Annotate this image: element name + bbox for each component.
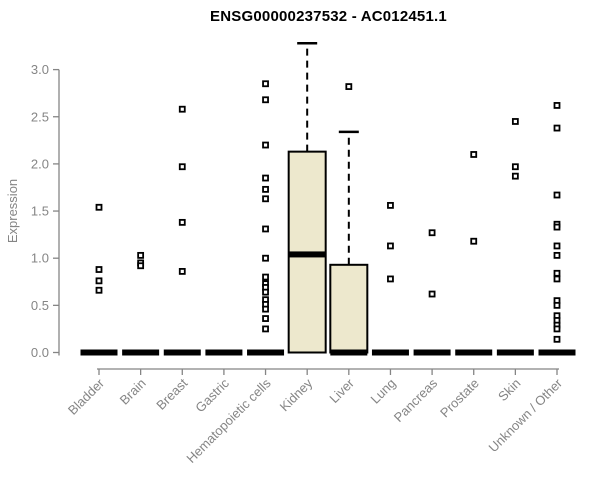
outlier-point bbox=[428, 290, 436, 298]
y-tick-label: 0.5 bbox=[31, 298, 49, 313]
x-tick-label: Unknown / Other bbox=[486, 375, 566, 455]
y-tick-label: 3.0 bbox=[31, 62, 49, 77]
outlier-point bbox=[553, 242, 561, 250]
outlier-point bbox=[95, 286, 103, 294]
collapsed-box-bar bbox=[538, 349, 576, 356]
outlier-point bbox=[387, 201, 394, 209]
y-tick-label: 2.0 bbox=[31, 156, 49, 171]
x-tick-label: Bladder bbox=[65, 375, 108, 418]
y-tick-label: 1.5 bbox=[31, 204, 49, 219]
outlier-point bbox=[345, 83, 353, 90]
outlier-point bbox=[387, 242, 394, 250]
outlier-point bbox=[262, 141, 269, 149]
collapsed-box-bar bbox=[205, 349, 243, 356]
outlier-point bbox=[428, 229, 436, 237]
x-tick-label: Brain bbox=[117, 376, 149, 408]
y-axis-title: Expression bbox=[5, 179, 20, 243]
collapsed-box-bar bbox=[496, 349, 534, 356]
box bbox=[329, 263, 369, 354]
median-line bbox=[288, 251, 326, 258]
x-tick-label: Pancreas bbox=[391, 375, 441, 425]
chart-title: ENSG00000237532 - AC012451.1 bbox=[210, 8, 447, 25]
collapsed-box-bar bbox=[80, 349, 118, 356]
outlier-point bbox=[511, 118, 519, 125]
outlier-point bbox=[262, 254, 269, 262]
outlier-point bbox=[178, 268, 186, 275]
x-tick-label: Breast bbox=[153, 375, 190, 412]
outlier-point bbox=[178, 218, 186, 226]
y-tick-label: 1.0 bbox=[31, 251, 49, 266]
x-tick-label: Liver bbox=[326, 375, 357, 406]
outlier-point bbox=[95, 203, 103, 211]
collapsed-box-bar bbox=[122, 349, 160, 356]
outlier-point bbox=[262, 305, 269, 313]
y-tick-label: 2.5 bbox=[31, 109, 49, 124]
outlier-point bbox=[387, 275, 394, 283]
collapsed-box-bar bbox=[371, 349, 409, 356]
outlier-point bbox=[553, 269, 561, 277]
collapsed-box-bar bbox=[455, 349, 493, 356]
outlier-point bbox=[262, 225, 269, 233]
median-line bbox=[330, 349, 368, 356]
collapsed-box-bar bbox=[413, 349, 451, 356]
outlier-point bbox=[262, 80, 269, 88]
collapsed-box-bar bbox=[163, 349, 201, 356]
outlier-point bbox=[470, 151, 478, 158]
outlier-point bbox=[178, 163, 186, 171]
x-tick-label: Gastric bbox=[192, 375, 232, 415]
outlier-point bbox=[553, 191, 561, 199]
outlier-point bbox=[262, 315, 269, 322]
x-tick-label: Lung bbox=[368, 376, 399, 407]
outlier-point bbox=[137, 251, 145, 259]
outlier-point bbox=[262, 96, 269, 104]
outlier-point bbox=[137, 262, 145, 270]
outlier-point bbox=[95, 266, 103, 273]
outlier-point bbox=[262, 195, 269, 203]
outlier-point bbox=[553, 124, 561, 132]
outlier-point bbox=[262, 174, 269, 182]
outlier-point bbox=[553, 251, 561, 259]
outlier-point bbox=[262, 273, 269, 281]
y-tick-label: 0.0 bbox=[31, 345, 49, 360]
outlier-point bbox=[553, 275, 561, 283]
outlier-point bbox=[511, 172, 519, 180]
outlier-point bbox=[95, 277, 103, 285]
outlier-point bbox=[470, 237, 478, 245]
outlier-point bbox=[553, 335, 561, 343]
outlier-point bbox=[553, 325, 561, 333]
outlier-point bbox=[553, 223, 561, 231]
outlier-point bbox=[511, 163, 519, 171]
outlier-point bbox=[553, 102, 561, 109]
x-tick-label: Kidney bbox=[277, 375, 316, 414]
outlier-point bbox=[262, 185, 269, 193]
outlier-point bbox=[178, 105, 186, 113]
x-tick-label: Prostate bbox=[437, 376, 482, 421]
outlier-point bbox=[262, 288, 269, 296]
outlier-point bbox=[262, 325, 269, 333]
outlier-point bbox=[553, 301, 561, 309]
collapsed-box-bar bbox=[247, 349, 285, 356]
x-tick-label: Skin bbox=[495, 376, 523, 404]
